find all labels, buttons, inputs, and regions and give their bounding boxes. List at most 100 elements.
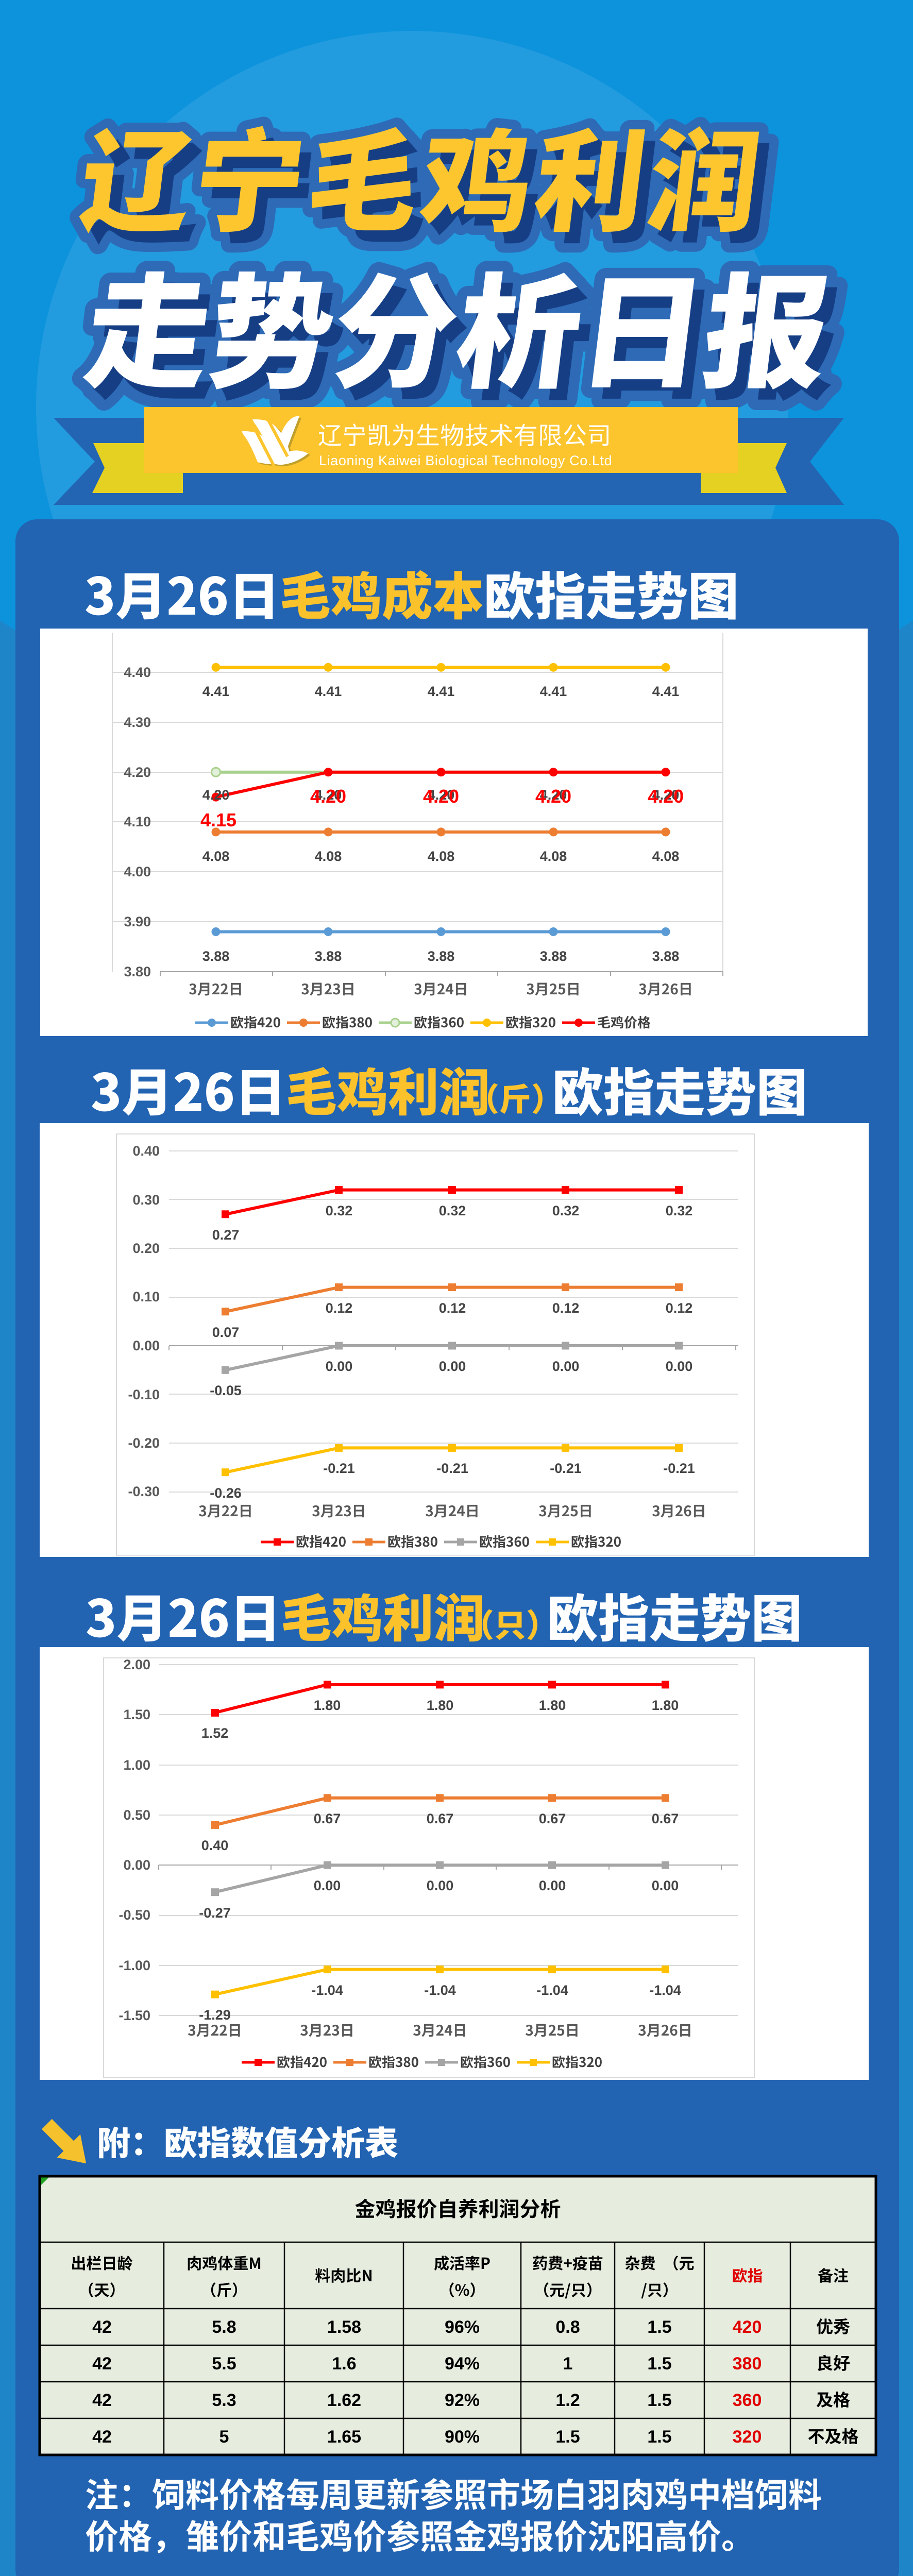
svg-text:42: 42 bbox=[92, 2354, 112, 2374]
svg-text:-1.00: -1.00 bbox=[119, 1958, 150, 1973]
svg-text:0.67: 0.67 bbox=[427, 1811, 454, 1826]
svg-text:0.00: 0.00 bbox=[123, 1857, 150, 1873]
svg-text:4.20: 4.20 bbox=[535, 786, 571, 807]
svg-text:3.88: 3.88 bbox=[652, 948, 680, 964]
svg-text:Liaoning Kaiwei Biological Tec: Liaoning Kaiwei Biological Technology Co… bbox=[319, 453, 612, 468]
svg-text:4.20: 4.20 bbox=[315, 787, 342, 803]
svg-text:-0.21: -0.21 bbox=[550, 1461, 582, 1476]
svg-text:94%: 94% bbox=[445, 2354, 480, 2374]
svg-text:1.80: 1.80 bbox=[539, 1698, 566, 1713]
svg-text:4.20: 4.20 bbox=[423, 786, 459, 807]
svg-text:0.00: 0.00 bbox=[132, 1338, 160, 1353]
svg-text:4.20: 4.20 bbox=[648, 786, 684, 807]
svg-text:0.67: 0.67 bbox=[652, 1811, 679, 1826]
svg-text:320: 320 bbox=[733, 2427, 762, 2447]
svg-text:5.5: 5.5 bbox=[212, 2354, 236, 2374]
svg-text:0.00: 0.00 bbox=[314, 1878, 341, 1893]
svg-text:4.20: 4.20 bbox=[310, 786, 346, 807]
svg-text:0.07: 0.07 bbox=[212, 1325, 240, 1340]
svg-text:4.10: 4.10 bbox=[124, 814, 151, 829]
svg-text:1.00: 1.00 bbox=[123, 1757, 150, 1773]
svg-text:0.20: 0.20 bbox=[132, 1241, 160, 1256]
svg-text:1.80: 1.80 bbox=[427, 1698, 454, 1713]
svg-text:-1.04: -1.04 bbox=[649, 1982, 681, 1998]
svg-text:-0.21: -0.21 bbox=[323, 1461, 355, 1476]
svg-text:-1.50: -1.50 bbox=[119, 2008, 150, 2023]
svg-text:4.20: 4.20 bbox=[202, 787, 230, 803]
svg-text:-0.21: -0.21 bbox=[436, 1461, 468, 1476]
svg-text:42: 42 bbox=[92, 2391, 112, 2410]
svg-text:0.12: 0.12 bbox=[326, 1300, 353, 1316]
svg-text:0.67: 0.67 bbox=[539, 1811, 566, 1826]
svg-text:-1.04: -1.04 bbox=[424, 1982, 456, 1998]
svg-text:4.41: 4.41 bbox=[202, 684, 230, 699]
svg-text:0.32: 0.32 bbox=[666, 1203, 693, 1218]
svg-text:-0.27: -0.27 bbox=[199, 1905, 231, 1921]
svg-text:0.27: 0.27 bbox=[212, 1227, 240, 1243]
svg-text:0.32: 0.32 bbox=[326, 1203, 353, 1218]
svg-text:1.80: 1.80 bbox=[314, 1698, 341, 1713]
svg-text:0.00: 0.00 bbox=[427, 1878, 454, 1893]
svg-text:1.5: 1.5 bbox=[647, 2391, 671, 2410]
svg-text:-1.04: -1.04 bbox=[311, 1982, 343, 1998]
svg-text:0.40: 0.40 bbox=[132, 1143, 160, 1159]
svg-text:-1.04: -1.04 bbox=[536, 1982, 568, 1998]
svg-text:0.32: 0.32 bbox=[552, 1203, 580, 1218]
svg-text:4.20: 4.20 bbox=[124, 765, 151, 780]
svg-text:5.8: 5.8 bbox=[212, 2317, 236, 2337]
svg-text:1.65: 1.65 bbox=[327, 2427, 361, 2447]
svg-text:0.50: 0.50 bbox=[123, 1807, 150, 1823]
svg-text:4.40: 4.40 bbox=[124, 665, 151, 680]
svg-text:1: 1 bbox=[563, 2354, 573, 2374]
svg-text:0.00: 0.00 bbox=[552, 1359, 580, 1374]
svg-text:1.5: 1.5 bbox=[647, 2354, 671, 2374]
svg-text:0.00: 0.00 bbox=[652, 1878, 679, 1893]
svg-text:1.5: 1.5 bbox=[647, 2427, 671, 2447]
svg-text:2.00: 2.00 bbox=[123, 1657, 150, 1672]
svg-text:4.41: 4.41 bbox=[315, 684, 342, 699]
svg-text:1.2: 1.2 bbox=[555, 2391, 580, 2410]
svg-text:0.00: 0.00 bbox=[326, 1359, 353, 1374]
svg-text:0.00: 0.00 bbox=[539, 1878, 566, 1893]
svg-text:4.15: 4.15 bbox=[200, 809, 236, 831]
svg-text:4.20: 4.20 bbox=[428, 787, 455, 803]
svg-text:42: 42 bbox=[92, 2317, 112, 2337]
svg-text:0.32: 0.32 bbox=[439, 1203, 466, 1218]
svg-text:0.12: 0.12 bbox=[439, 1300, 466, 1316]
svg-text:0.67: 0.67 bbox=[314, 1811, 341, 1826]
svg-text:3.88: 3.88 bbox=[202, 948, 230, 964]
svg-text:92%: 92% bbox=[445, 2391, 480, 2410]
svg-text:90%: 90% bbox=[445, 2427, 480, 2447]
svg-text:-0.20: -0.20 bbox=[128, 1435, 160, 1451]
svg-text:0.10: 0.10 bbox=[132, 1289, 160, 1304]
svg-text:3.88: 3.88 bbox=[540, 948, 567, 964]
svg-text:96%: 96% bbox=[445, 2317, 480, 2337]
svg-text:-0.05: -0.05 bbox=[210, 1383, 242, 1398]
svg-text:0.40: 0.40 bbox=[201, 1838, 229, 1853]
svg-text:4.08: 4.08 bbox=[540, 849, 567, 864]
svg-text:1.62: 1.62 bbox=[327, 2391, 361, 2410]
svg-text:4.08: 4.08 bbox=[315, 849, 342, 864]
svg-text:4.41: 4.41 bbox=[428, 684, 455, 699]
svg-text:4.08: 4.08 bbox=[202, 849, 230, 864]
svg-text:4.41: 4.41 bbox=[652, 684, 680, 699]
svg-text:-0.21: -0.21 bbox=[663, 1461, 695, 1476]
svg-text:1.80: 1.80 bbox=[652, 1698, 679, 1713]
svg-text:0.30: 0.30 bbox=[132, 1192, 160, 1208]
svg-text:4.00: 4.00 bbox=[124, 864, 151, 879]
svg-text:-0.50: -0.50 bbox=[119, 1907, 150, 1923]
svg-text:3.80: 3.80 bbox=[124, 964, 151, 979]
svg-text:420: 420 bbox=[733, 2317, 762, 2337]
svg-text:5: 5 bbox=[219, 2427, 229, 2447]
svg-text:4.30: 4.30 bbox=[124, 715, 151, 730]
svg-text:0.12: 0.12 bbox=[552, 1300, 580, 1316]
svg-text:4.08: 4.08 bbox=[652, 849, 680, 864]
svg-text:0.00: 0.00 bbox=[666, 1359, 693, 1374]
svg-text:1.50: 1.50 bbox=[123, 1707, 150, 1722]
svg-text:-0.10: -0.10 bbox=[128, 1387, 160, 1402]
svg-text:4.08: 4.08 bbox=[428, 849, 455, 864]
svg-text:-0.26: -0.26 bbox=[210, 1485, 242, 1501]
svg-text:4.41: 4.41 bbox=[540, 684, 567, 699]
svg-text:-1.29: -1.29 bbox=[199, 2007, 231, 2023]
svg-text:4.20: 4.20 bbox=[540, 787, 567, 803]
